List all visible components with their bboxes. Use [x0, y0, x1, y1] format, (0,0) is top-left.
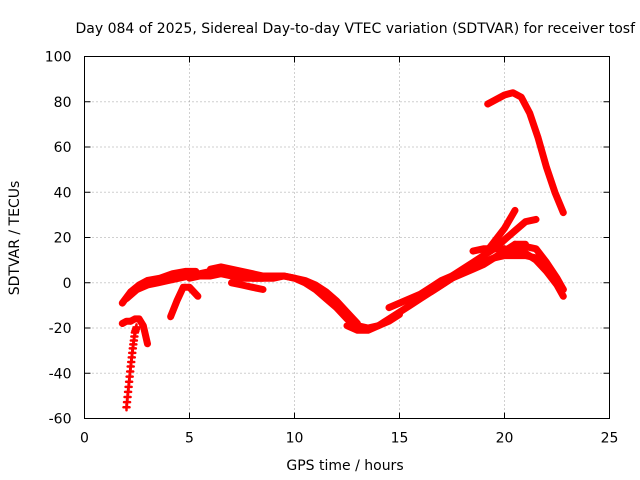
y-tick-label: 40 — [54, 185, 72, 201]
x-tick-label: 20 — [496, 431, 514, 447]
x-tick-label: 15 — [391, 431, 409, 447]
x-tick-label: 10 — [286, 431, 304, 447]
data-series-spike-1 — [122, 323, 141, 412]
y-tick-label: 0 — [63, 276, 72, 292]
y-tick-label: -40 — [49, 366, 72, 382]
y-tick-label: -20 — [49, 321, 72, 337]
data-series-arc-5 — [228, 279, 267, 293]
y-tick-label: -60 — [49, 412, 72, 428]
data-series-arc-10 — [469, 245, 567, 300]
chart-title: Day 084 of 2025, Sidereal Day-to-day VTE… — [76, 21, 637, 37]
data-series-arc-12 — [484, 89, 567, 217]
y-tick-label: 60 — [54, 140, 72, 156]
axis-ticks: 0 5 10 15 20 25 -60 -40 -20 0 20 40 60 80 100 — [45, 50, 619, 447]
data-series-arc-11 — [511, 240, 567, 293]
data-series-arc-4 — [207, 263, 361, 327]
y-tick-label: 20 — [54, 231, 72, 247]
x-tick-label: 0 — [80, 431, 89, 447]
series-layer — [118, 89, 567, 412]
data-point — [132, 323, 141, 332]
x-tick-label: 5 — [185, 431, 194, 447]
data-series-arc-14 — [118, 317, 135, 327]
data-series-arc-15 — [167, 283, 202, 321]
x-axis-label: GPS time / hours — [286, 458, 403, 474]
y-tick-label: 100 — [45, 50, 72, 66]
x-tick-label: 25 — [601, 431, 619, 447]
y-axis-label: SDTVAR / TECUs — [7, 181, 23, 296]
y-tick-label: 80 — [54, 95, 72, 111]
